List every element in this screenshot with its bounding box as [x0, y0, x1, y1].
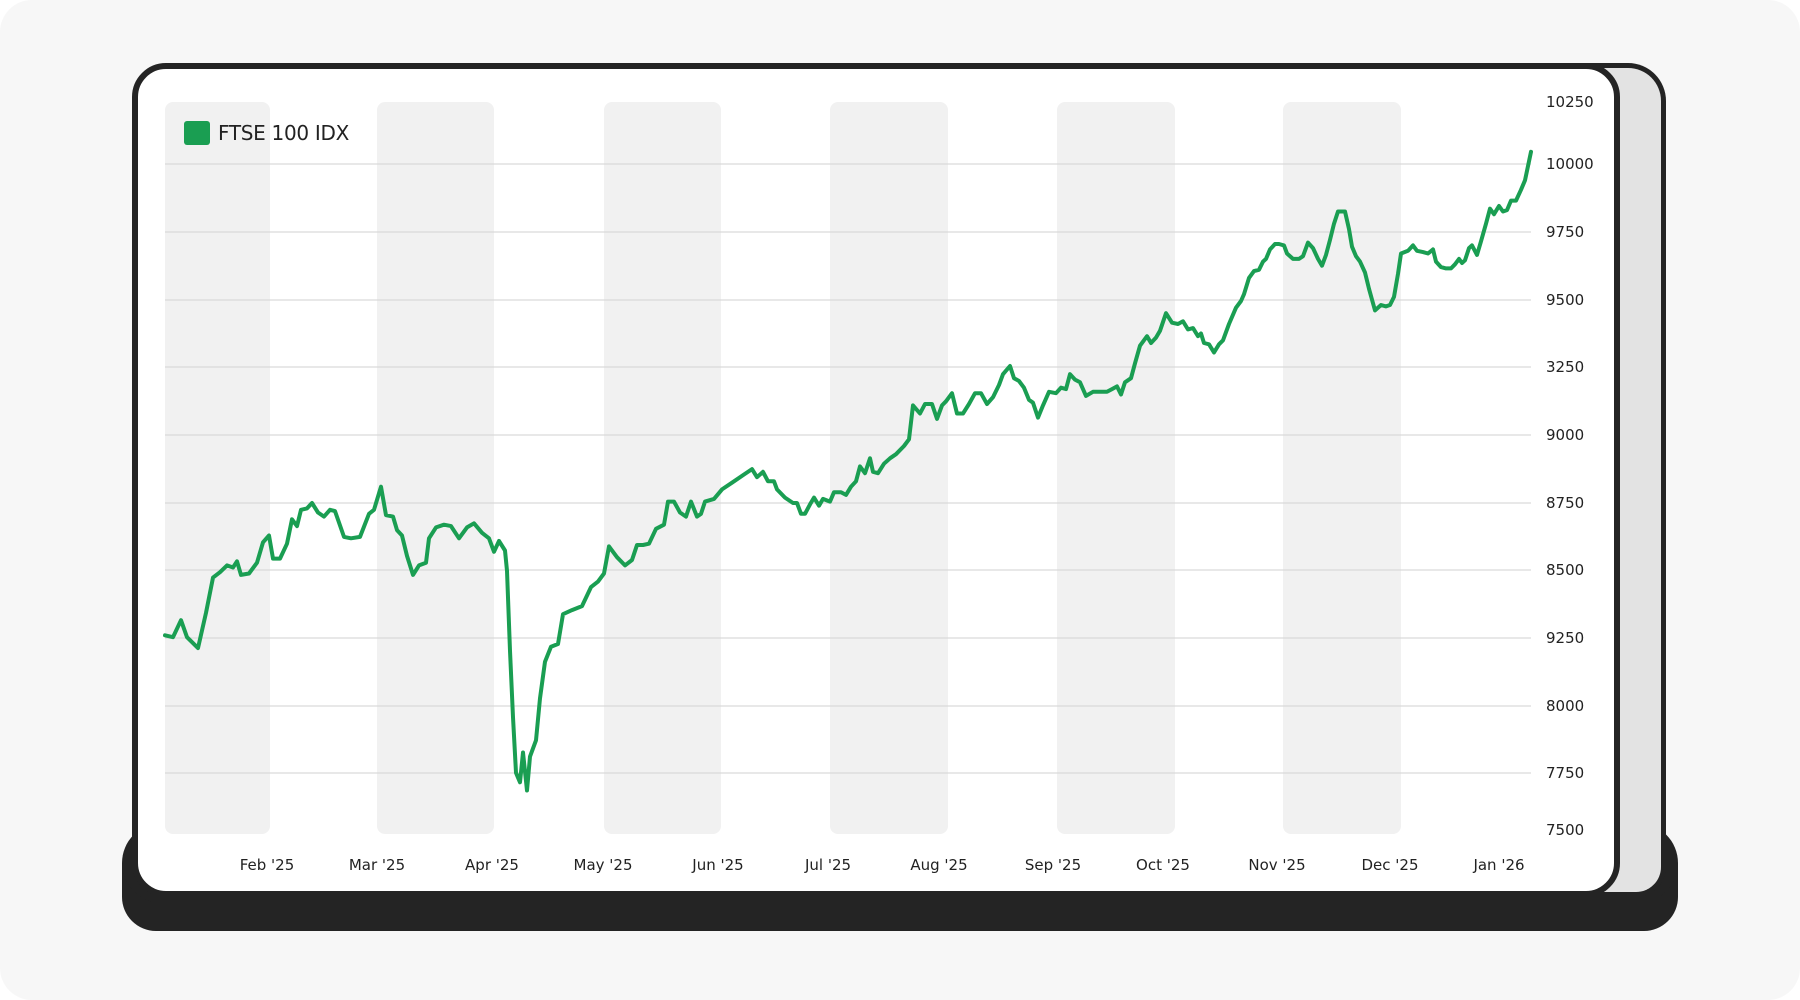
x-tick-label: Dec '25 [1361, 856, 1419, 874]
x-tick-label: Jun '25 [692, 856, 744, 874]
x-tick-label: Apr '25 [465, 856, 519, 874]
x-tick-label: Nov '25 [1248, 856, 1306, 874]
month-band [604, 102, 721, 834]
y-tick-label: 3250 [1546, 358, 1585, 376]
y-tick-label: 9250 [1546, 629, 1585, 647]
month-band [1057, 102, 1175, 834]
gridlines [165, 163, 1531, 774]
x-tick-label: Feb '25 [239, 856, 295, 874]
month-band [377, 102, 494, 834]
legend-swatch-icon [184, 121, 210, 145]
y-tick-label: 8500 [1546, 561, 1585, 579]
y-tick-label: 9500 [1546, 291, 1585, 309]
y-tick-label: 8750 [1546, 494, 1585, 512]
x-tick-label: Oct '25 [1136, 856, 1190, 874]
legend-label: FTSE 100 IDX [218, 121, 349, 145]
x-tick-label: Jul '25 [804, 856, 852, 874]
month-band [1283, 102, 1401, 834]
x-tick-label: Aug '25 [910, 856, 968, 874]
x-tick-label: Mar '25 [348, 856, 406, 874]
y-tick-label: 7500 [1546, 821, 1585, 839]
y-tick-label: 10250 [1546, 93, 1594, 111]
y-tick-label: 10000 [1546, 155, 1594, 173]
month-band [830, 102, 948, 834]
y-tick-label: 9000 [1546, 426, 1585, 444]
month-bands [165, 102, 1401, 834]
y-tick-label: 9750 [1546, 223, 1585, 241]
month-band [165, 102, 270, 834]
ftse-100-line [163, 149, 1533, 793]
legend: FTSE 100 IDX [184, 121, 349, 145]
x-tick-label: Jan '26 [1473, 856, 1525, 874]
x-tick-label: May '25 [573, 856, 633, 874]
y-tick-label: 8000 [1546, 697, 1585, 715]
y-tick-label: 7750 [1546, 764, 1585, 782]
x-tick-label: Sep '25 [1024, 856, 1082, 874]
